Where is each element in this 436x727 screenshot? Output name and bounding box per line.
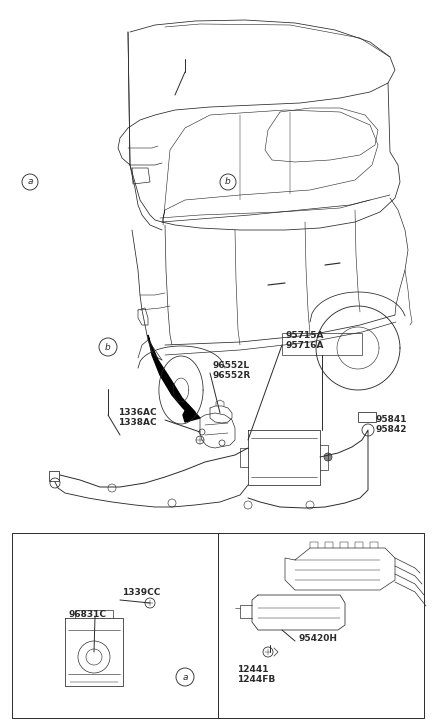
Text: 96831C: 96831C xyxy=(68,610,106,619)
Polygon shape xyxy=(148,335,195,415)
Text: b: b xyxy=(225,177,231,187)
Text: a: a xyxy=(182,672,188,681)
Text: 95842: 95842 xyxy=(375,425,406,434)
Text: a: a xyxy=(27,177,33,187)
Text: 96552R: 96552R xyxy=(212,371,250,380)
Text: 95420H: 95420H xyxy=(298,634,337,643)
Polygon shape xyxy=(183,405,200,422)
Text: 12441: 12441 xyxy=(237,665,269,674)
Text: 1336AC: 1336AC xyxy=(118,408,157,417)
Text: b: b xyxy=(105,342,111,351)
Text: 1244FB: 1244FB xyxy=(237,675,275,684)
Text: 96552L: 96552L xyxy=(212,361,249,370)
Circle shape xyxy=(324,453,332,461)
Text: 1338AC: 1338AC xyxy=(118,418,157,427)
Text: 95715A: 95715A xyxy=(285,331,324,340)
Text: 95716A: 95716A xyxy=(285,341,324,350)
Text: 1339CC: 1339CC xyxy=(122,588,160,597)
Text: 95841: 95841 xyxy=(375,415,406,424)
